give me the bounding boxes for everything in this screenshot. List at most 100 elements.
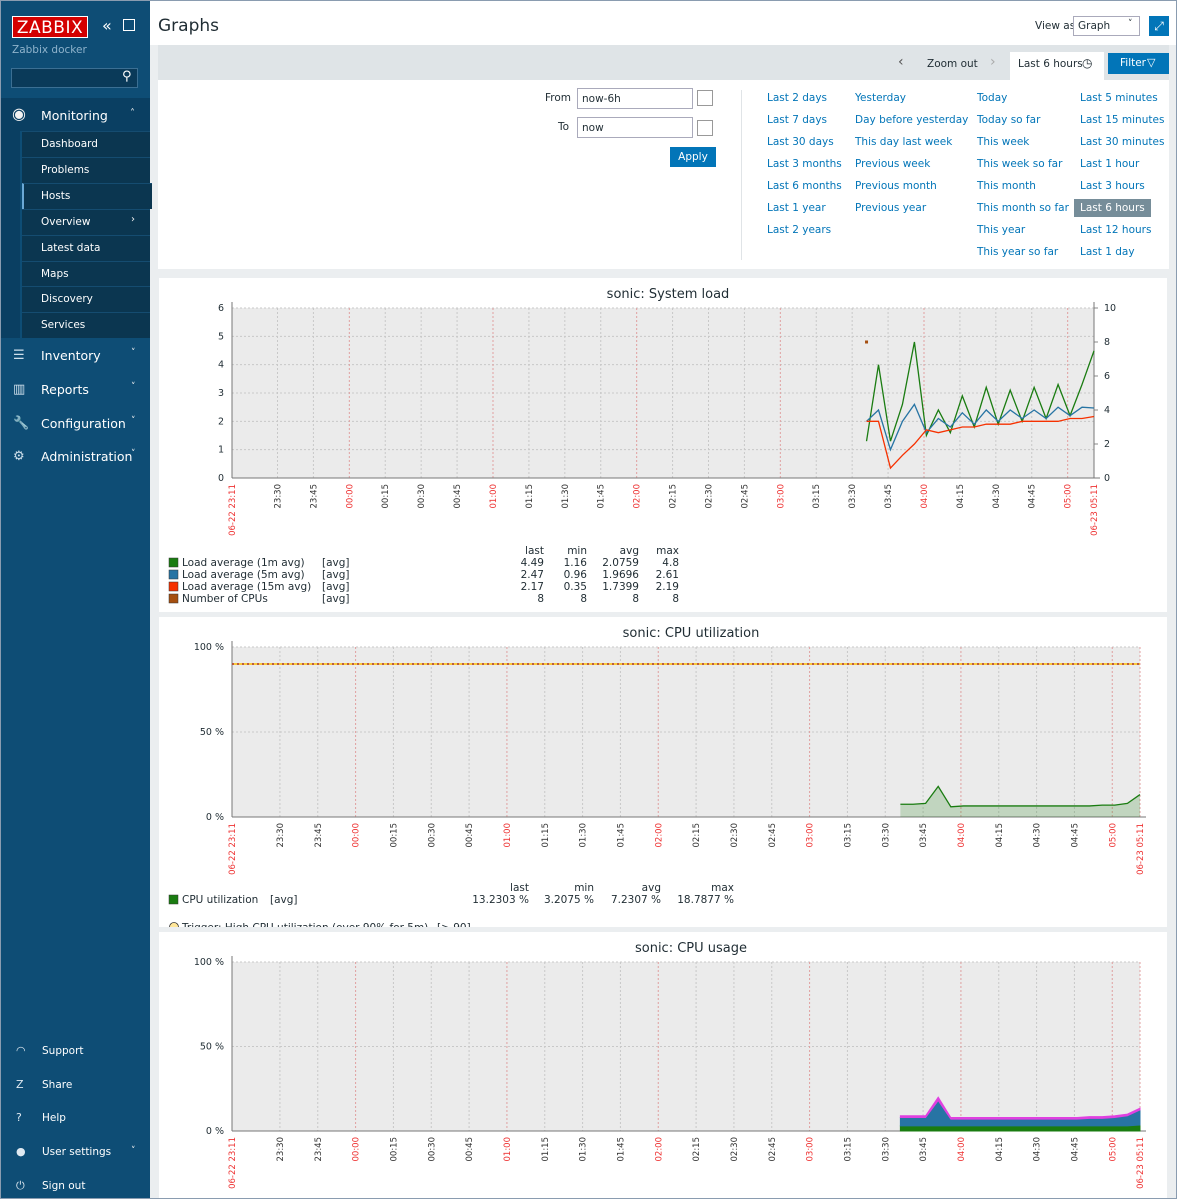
quick-range[interactable]: Last 2 days — [767, 92, 828, 104]
logo[interactable]: ZABBIX — [12, 16, 88, 38]
collapse-icon[interactable]: « — [102, 16, 112, 35]
calendar-icon[interactable] — [697, 90, 713, 106]
submenu-item[interactable]: Problems — [41, 163, 90, 176]
quick-range[interactable]: This month so far — [977, 202, 1069, 214]
search-box[interactable] — [11, 68, 138, 88]
quick-range[interactable]: Last 3 hours — [1080, 180, 1145, 192]
submenu-row — [22, 156, 150, 183]
bottom-item[interactable]: Help — [42, 1112, 66, 1125]
quick-range[interactable]: Previous month — [855, 180, 937, 192]
filter-button[interactable]: Filter — [1108, 53, 1169, 74]
from-input[interactable]: now-6h — [577, 88, 693, 109]
menu-item[interactable]: Inventory — [41, 348, 101, 363]
quick-range[interactable]: Last 3 months — [767, 158, 842, 170]
search-icon[interactable]: ⚲ — [122, 69, 132, 84]
legend-stat: 4.49 — [521, 557, 544, 569]
quick-range[interactable]: This year — [977, 224, 1026, 236]
quick-range[interactable]: This year so far — [977, 246, 1059, 258]
quick-range[interactable]: Last 30 days — [767, 136, 834, 148]
quick-range[interactable]: Day before yesterday — [855, 114, 969, 126]
quick-range[interactable]: Last 1 hour — [1080, 158, 1140, 170]
submenu-row — [22, 208, 150, 235]
quick-range[interactable]: Last 1 day — [1080, 246, 1135, 258]
x-tick-label: 03:45 — [884, 484, 894, 509]
time-tab[interactable] — [1010, 52, 1104, 80]
y2-tick-label: 6 — [1104, 371, 1110, 382]
graph-title: sonic: CPU utilization — [623, 626, 760, 641]
graph: sonic: CPU utilization 0 % 50 % 100 % 06-22 … — [159, 617, 1167, 927]
quick-range[interactable]: Last 2 years — [767, 224, 832, 236]
menu-item[interactable]: Reports — [41, 382, 89, 397]
line — [866, 403, 1095, 452]
kiosk-icon[interactable] — [123, 19, 135, 31]
quick-range[interactable]: Today so far — [977, 114, 1041, 126]
calendar-icon[interactable] — [697, 120, 713, 136]
bottom-item[interactable]: Sign out — [42, 1179, 86, 1192]
menu-arrow: ˄ — [130, 108, 135, 119]
quick-range[interactable]: Last 12 hours — [1080, 224, 1152, 236]
legend-swatch — [168, 557, 179, 568]
prev-arrow[interactable]: ‹ — [898, 54, 904, 70]
submenu-row — [22, 312, 150, 339]
legend-header: avg — [642, 882, 661, 894]
legend-header: max — [711, 882, 734, 894]
quick-range[interactable]: This week — [977, 136, 1030, 148]
submenu-item[interactable]: Discovery — [41, 293, 93, 306]
line — [865, 341, 1095, 442]
bottom-item[interactable]: Support — [42, 1045, 84, 1057]
quick-range[interactable]: Last 7 days — [767, 114, 828, 126]
x-tick-label: 01:00 — [503, 823, 513, 848]
x-tick-label: 00:30 — [427, 1137, 437, 1162]
fullscreen-button[interactable]: ⤢ — [1149, 16, 1169, 36]
submenu-item[interactable]: Latest data — [41, 241, 101, 254]
submenu-item[interactable]: Maps — [41, 267, 69, 280]
select-arrow: ˅ — [1128, 19, 1133, 29]
menu-icon: ⚙ — [13, 449, 25, 464]
x-tick-label: 00:00 — [352, 823, 362, 848]
menu-icon: 🔧 — [13, 416, 30, 431]
x-tick-label: 04:15 — [995, 1137, 1005, 1162]
bottom-item[interactable]: User settings — [42, 1146, 112, 1159]
menu-item[interactable]: Administration — [41, 449, 133, 464]
legend-stat: 2.0759 — [602, 557, 639, 569]
graph-title: sonic: CPU usage — [635, 941, 747, 956]
x-tick-label: 01:45 — [616, 1137, 626, 1162]
x-tick-label: 02:45 — [740, 484, 750, 509]
submenu-item[interactable]: Hosts — [41, 189, 71, 202]
quick-range[interactable]: Last 6 hours — [1074, 199, 1151, 217]
quick-range[interactable]: Last 1 year — [767, 202, 826, 214]
quick-range[interactable]: Yesterday — [855, 92, 906, 104]
quick-range[interactable]: Last 15 minutes — [1080, 114, 1165, 126]
quick-range[interactable]: Last 30 minutes — [1080, 136, 1165, 148]
quick-range[interactable]: Previous week — [855, 158, 931, 170]
quick-range[interactable]: Today — [977, 92, 1008, 104]
quick-range[interactable]: Last 5 minutes — [1080, 92, 1158, 104]
submenu-item[interactable]: Services — [41, 319, 86, 332]
to-input[interactable]: now — [577, 117, 693, 138]
quick-range[interactable]: This month — [977, 180, 1036, 192]
view-as-select[interactable]: Graph — [1073, 16, 1140, 36]
next-arrow[interactable]: › — [990, 54, 996, 70]
filter-panel — [158, 80, 1169, 269]
legend-func: [avg] — [322, 581, 350, 593]
x-tick-label: 06-23 05:11 — [1090, 484, 1100, 536]
quick-range[interactable]: This day last week — [855, 136, 953, 148]
apply-button[interactable]: Apply — [670, 147, 716, 167]
legend-func: [avg] — [270, 894, 298, 906]
bottom-item[interactable]: Share — [42, 1078, 73, 1091]
menu-item[interactable]: Monitoring — [41, 108, 108, 123]
menu-item[interactable]: Configuration — [41, 416, 126, 431]
y-tick-label: 3 — [218, 388, 224, 399]
quick-range[interactable]: Last 6 months — [767, 180, 842, 192]
time-current[interactable]: Last 6 hours — [1018, 58, 1083, 70]
legend-stat: 2.19 — [656, 581, 679, 593]
submenu-item[interactable]: Overview — [41, 215, 91, 228]
quick-range[interactable]: This week so far — [977, 158, 1063, 170]
x-tick-label: 03:15 — [843, 823, 853, 848]
menu-icon: ◉ — [12, 104, 26, 123]
quick-range[interactable]: Previous year — [855, 202, 927, 214]
view-as-label: View as — [1035, 20, 1076, 32]
x-tick-label: 02:00 — [654, 823, 664, 848]
zoom-out[interactable]: Zoom out — [927, 58, 978, 70]
submenu-item[interactable]: Dashboard — [41, 138, 98, 150]
